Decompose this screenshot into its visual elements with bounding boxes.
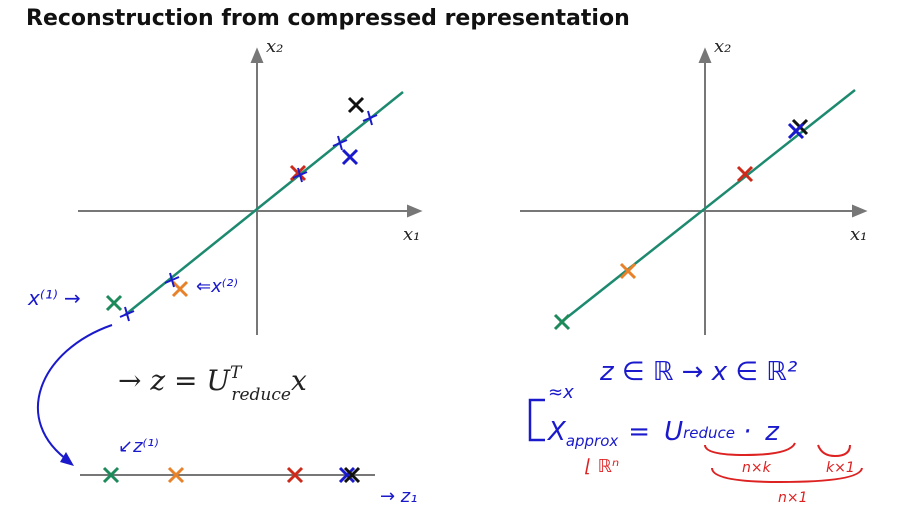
point-marker	[171, 280, 189, 298]
annotation: ≈x	[548, 382, 574, 403]
formula-part: reduce	[231, 385, 291, 405]
axis-label: → z₁	[380, 486, 417, 507]
point-marker	[341, 148, 359, 166]
eq-part: z	[764, 417, 780, 447]
axis-label: x₂	[266, 36, 283, 57]
eq-part: =	[628, 417, 650, 447]
point-marker	[167, 466, 185, 484]
point-marker	[332, 135, 348, 151]
annotation: ↙z⁽¹⁾	[118, 436, 159, 457]
eq-part: X	[546, 417, 567, 447]
title: Reconstruction from compressed represent…	[26, 6, 630, 31]
point-marker	[736, 165, 754, 183]
eq-part: reduce	[683, 424, 735, 442]
axis-label: x₁	[850, 224, 867, 245]
annotation: n×k	[742, 460, 772, 476]
annotation: z ∈ ℝ → x ∈ ℝ²	[599, 357, 797, 387]
point-marker	[119, 306, 135, 322]
point-marker	[347, 96, 365, 114]
braces	[704, 442, 863, 484]
annotation: x⁽¹⁾ →	[27, 286, 81, 310]
annotation: k×1	[826, 460, 855, 476]
points	[102, 96, 809, 484]
point-marker	[164, 272, 180, 288]
point-marker	[619, 262, 637, 280]
formula-part: T	[230, 363, 243, 383]
eq-part: ·	[743, 417, 751, 447]
annotation: Xapprox = Ureduce · z	[546, 417, 780, 450]
annotation: ⇐x⁽²⁾	[196, 276, 238, 297]
annotation: n×1	[778, 490, 808, 506]
bracket	[528, 398, 545, 442]
arrow-head	[60, 452, 74, 466]
point-marker	[102, 466, 120, 484]
point-marker	[787, 122, 805, 140]
eq-part: U	[664, 417, 683, 447]
point-marker	[292, 167, 308, 183]
axis-label: x₂	[714, 36, 731, 57]
point-marker	[105, 294, 123, 312]
arrow	[36, 324, 113, 463]
axis-label: x₁	[403, 224, 420, 245]
point-marker	[553, 313, 571, 331]
point-marker	[362, 110, 378, 126]
formula-part: → z = U	[118, 364, 231, 397]
point-marker	[343, 466, 361, 484]
point-marker	[286, 466, 304, 484]
formula: → z = UT reducex	[118, 363, 307, 405]
point-marker	[338, 466, 356, 484]
annotation: ⌊ ℝⁿ	[585, 456, 619, 477]
eq-part: approx	[566, 432, 619, 450]
axes	[78, 47, 868, 476]
formula-part: x	[291, 364, 307, 397]
